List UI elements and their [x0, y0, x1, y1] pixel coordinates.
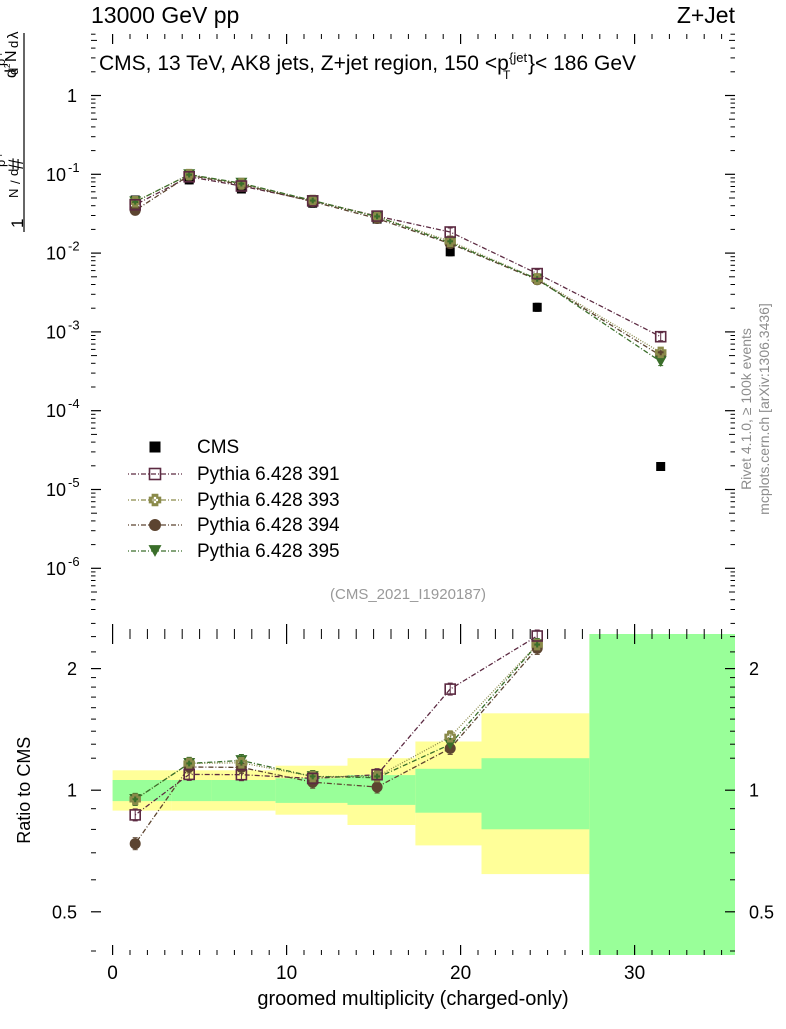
- svg-text:1: 1: [749, 781, 759, 801]
- svg-text:T: T: [503, 68, 511, 82]
- svg-text:-2: -2: [68, 239, 80, 254]
- svg-text:10: 10: [276, 963, 297, 984]
- svg-text:Rivet 4.1.0, ≥ 100k events: Rivet 4.1.0, ≥ 100k events: [738, 328, 754, 490]
- svg-text:T: T: [0, 51, 4, 57]
- svg-text:/: /: [8, 180, 23, 184]
- svg-text:30: 30: [624, 963, 645, 984]
- svg-text:Z+Jet: Z+Jet: [677, 2, 736, 28]
- svg-text:-3: -3: [68, 317, 80, 332]
- svg-text:10: 10: [46, 480, 66, 500]
- svg-text:10: 10: [46, 401, 66, 421]
- svg-text:Ratio to CMS: Ratio to CMS: [14, 737, 34, 844]
- svg-text:Pythia 6.428 395: Pythia 6.428 395: [197, 541, 340, 562]
- svg-text:Pythia 6.428 394: Pythia 6.428 394: [197, 515, 340, 536]
- svg-text:-1: -1: [68, 160, 80, 175]
- svg-text:N: N: [6, 189, 21, 198]
- svg-text:d: d: [6, 169, 21, 176]
- svg-text:13000 GeV pp: 13000 GeV pp: [91, 2, 239, 28]
- svg-text:}< 186 GeV: }< 186 GeV: [528, 52, 636, 75]
- svg-text:0.5: 0.5: [52, 902, 77, 922]
- svg-text:λ: λ: [5, 31, 22, 39]
- svg-text:p: p: [0, 59, 8, 66]
- svg-text:10: 10: [46, 165, 66, 185]
- svg-text:2: 2: [67, 659, 77, 679]
- svg-text:d: d: [6, 41, 21, 48]
- svg-text:(CMS_2021_I1920187): (CMS_2021_I1920187): [330, 586, 486, 603]
- svg-text:2: 2: [749, 659, 759, 679]
- svg-text:10: 10: [46, 244, 66, 264]
- svg-text:-6: -6: [68, 554, 80, 569]
- svg-text:T: T: [0, 152, 4, 158]
- svg-text:0: 0: [107, 963, 118, 984]
- svg-text:CMS, 13 TeV, AK8 jets, Z+jet r: CMS, 13 TeV, AK8 jets, Z+jet region, 150…: [99, 52, 509, 75]
- svg-text:20: 20: [450, 963, 471, 984]
- svg-text:-5: -5: [68, 475, 80, 490]
- svg-text:-4: -4: [68, 396, 80, 411]
- svg-text:10: 10: [46, 559, 66, 579]
- svg-text:Pythia 6.428 391: Pythia 6.428 391: [197, 464, 340, 485]
- svg-text:10: 10: [46, 322, 66, 342]
- svg-text:{jet: {jet: [509, 50, 527, 65]
- svg-text:groomed multiplicity (charged-: groomed multiplicity (charged-only): [257, 988, 568, 1010]
- svg-text:d: d: [6, 68, 21, 75]
- svg-text:1: 1: [67, 781, 77, 801]
- svg-text:Pythia 6.428 393: Pythia 6.428 393: [197, 490, 340, 511]
- svg-text:CMS: CMS: [197, 437, 239, 458]
- svg-text:0.5: 0.5: [749, 902, 774, 922]
- svg-text:1: 1: [67, 86, 77, 106]
- svg-text:p: p: [0, 160, 8, 167]
- svg-text:mcplots.cern.ch [arXiv:1306.34: mcplots.cern.ch [arXiv:1306.3436]: [756, 303, 772, 515]
